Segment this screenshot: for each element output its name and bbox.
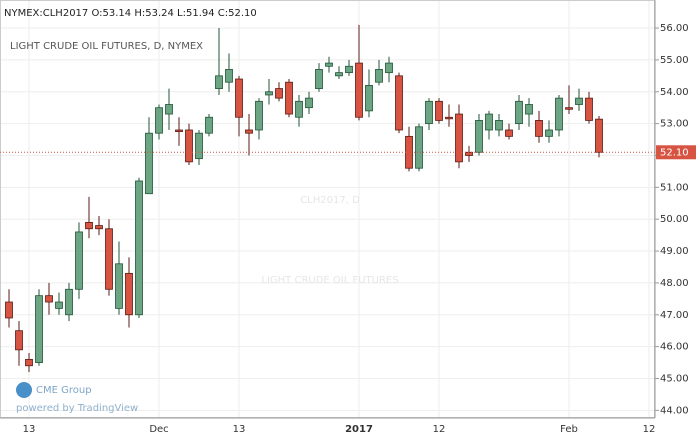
grid [0,0,655,418]
candle-body [595,118,603,153]
x-tick-label: 2017 [345,424,373,435]
last-price-label: 52.10 [660,147,689,158]
candle-body [55,301,63,309]
candle-body [545,129,553,137]
y-tick-label: 46.00 [660,342,689,353]
last-price-box [656,145,696,160]
watermark-subtitle: LIGHT CRUDE OIL FUTURES [261,275,398,286]
candle-body [315,69,323,89]
candle-body [285,81,293,115]
candle-body [175,129,183,132]
candle-body [105,228,113,290]
candle-body [455,113,463,163]
candle-body [495,120,503,131]
x-tick-label: 12 [433,424,446,435]
y-tick-label: 53.00 [660,119,689,130]
candle-body [15,330,23,351]
y-tick-label: 50.00 [660,214,689,225]
candle-body [325,62,333,67]
candle-body [525,104,533,115]
chart-title: LIGHT CRUDE OIL FUTURES, D, NYMEX [10,41,203,52]
candles [5,24,603,373]
candle-body [85,221,93,230]
x-tick-label: 13 [23,424,36,435]
candle-body [185,129,193,163]
candle-body [515,100,523,125]
candle-body [225,69,233,83]
candle-body [535,120,543,137]
candle-body [575,97,583,105]
candle-body [445,116,453,120]
y-tick-label: 51.00 [660,182,689,193]
candle-body [355,62,363,118]
powered-by: powered by TradingView [16,403,138,414]
x-tick-label: Dec [149,424,168,435]
x-tick-label: 13 [233,424,246,435]
candle-body [95,225,103,230]
candle-body [435,100,443,121]
y-tick-label: 47.00 [660,310,689,321]
candle-body [295,100,303,118]
y-tick-label: 55.00 [660,55,689,66]
candle-body [235,78,243,118]
logo-icon [16,382,32,398]
candle-body [115,263,123,309]
candle-body [305,97,313,109]
candle-body [65,288,73,316]
y-tick-label: 48.00 [660,278,689,289]
candle-body [155,107,163,134]
candle-body [45,295,53,303]
candle-body [165,104,173,115]
candle-body [255,100,263,131]
candle-body [385,62,393,74]
candle-body [35,295,43,363]
candle-body [215,75,223,89]
y-tick-label: 44.00 [660,405,689,416]
candle-body [145,132,153,195]
candle-body [345,65,353,74]
candle-body [565,107,573,110]
y-tick-label: 56.00 [660,23,689,34]
candle-body [475,120,483,153]
candle-body [125,272,133,316]
candle-body [485,113,493,131]
candle-body [245,129,253,134]
candle-body [5,301,13,319]
logo: CME Group [36,385,92,396]
candle-body [275,88,283,99]
candle-body [75,231,83,290]
candle-body [25,358,33,367]
candle-body [425,100,433,125]
candle-body [365,84,373,112]
y-tick-label: 54.00 [660,87,689,98]
candle-body [135,180,143,316]
candle-body [195,132,203,160]
candle-body [585,97,593,121]
candle-body [505,129,513,137]
symbol-header: NYMEX:CLH2017 O:53.14 H:53.24 L:51.94 C:… [4,8,257,19]
candle-body [395,75,403,131]
y-tick-label: 45.00 [660,373,689,384]
watermark: CLH2017, D [300,195,360,206]
candle-body [265,91,273,96]
candle-body [335,72,343,77]
candle-body [205,116,213,134]
candle-body [415,126,423,169]
x-tick-label: 12 [643,424,656,435]
candle-body [375,69,383,83]
x-tick-label: Feb [560,424,578,435]
candle-body [555,97,563,131]
y-tick-label: 49.00 [660,246,689,257]
